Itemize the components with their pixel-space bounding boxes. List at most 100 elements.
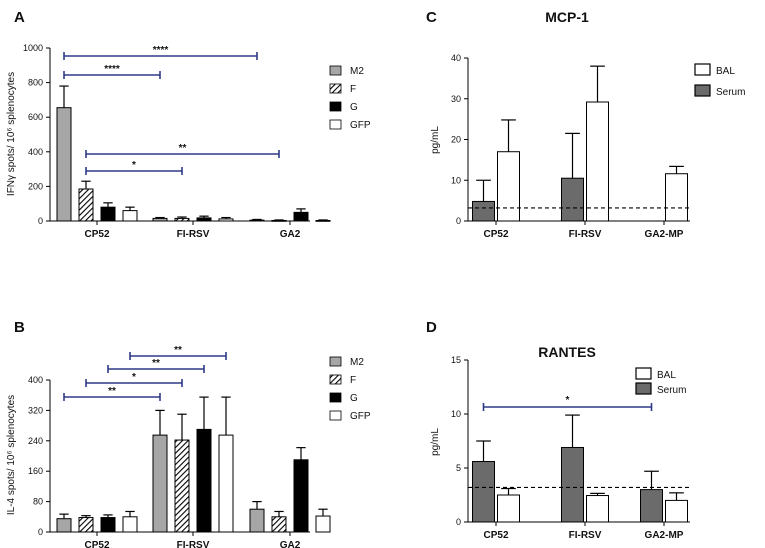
legend-label-M2: M2 (350, 357, 364, 368)
x-tick-label: GA2 (280, 229, 301, 240)
significance-label: ** (108, 386, 116, 397)
panel-A-label: A (14, 9, 25, 26)
y-tick-label: 800 (28, 78, 43, 88)
y-tick-label: 160 (28, 466, 43, 476)
legend-swatch-BAL (635, 367, 652, 380)
x-tick-label: CP52 (483, 229, 508, 240)
panel-A-ylabel: IFNγ spots/ 10⁶ splenocytes (6, 72, 17, 196)
legend-label-Serum: Serum (716, 87, 745, 98)
legend-swatch-GFP (329, 410, 342, 421)
legend-swatch-M2 (329, 65, 342, 76)
legend-swatch-M2 (329, 356, 342, 367)
bar-F (78, 517, 94, 533)
bar-M2 (152, 434, 168, 533)
significance-label: **** (104, 64, 120, 75)
y-tick-label: 5 (456, 463, 461, 473)
legend-label-Serum: Serum (657, 385, 686, 396)
significance-label: ** (152, 358, 160, 369)
y-tick-label: 15 (451, 355, 461, 365)
y-tick-label: 80 (33, 497, 43, 507)
x-tick-label: FI-RSV (569, 229, 602, 240)
x-tick-label: GA2 (280, 540, 301, 548)
panel-B: B IL-4 spots/ 10⁶ splenocytes 0 80 160 240 3… (6, 319, 371, 548)
bar-F (271, 219, 287, 222)
bar-G (100, 517, 116, 533)
x-tick-label: FI-RSV (569, 530, 602, 541)
panel-C-title: MCP-1 (545, 9, 589, 25)
x-tick-label: CP52 (483, 530, 508, 541)
significance-label: * (132, 160, 136, 171)
x-tick-label: GA2-MP (645, 229, 684, 240)
bar-M2 (249, 219, 265, 222)
legend-label-F: F (350, 84, 356, 95)
bar-BAL (586, 101, 609, 222)
panel-C-ylabel: pg/mL (430, 126, 441, 154)
bar-G (293, 211, 309, 222)
legend-swatch-G (329, 392, 342, 403)
legend-swatch-BAL (694, 63, 711, 76)
bar-Serum (561, 446, 584, 523)
bar-G (196, 217, 212, 222)
panel-D-legend: BAL Serum (635, 367, 686, 396)
legend-label-BAL: BAL (716, 66, 735, 77)
panel-D-title: RANTES (538, 344, 596, 360)
bar-GFP (122, 210, 138, 222)
legend-label-GFP: GFP (350, 411, 371, 422)
x-tick-label: FI-RSV (177, 540, 210, 548)
bar-BAL (497, 151, 520, 222)
bar-F (174, 217, 190, 222)
legend-label-G: G (350, 102, 358, 113)
legend-swatch-GFP (329, 119, 342, 130)
panel-A-legend: M2 F G GFP (329, 65, 371, 131)
significance-label: **** (153, 45, 169, 56)
bar-F (78, 188, 94, 222)
x-tick-label: CP52 (84, 540, 109, 548)
panel-C-plot: 0 10 20 30 40 CP52 FI-RSV GA2-MP (451, 53, 690, 240)
legend-swatch-G (329, 101, 342, 112)
legend-swatch-F (329, 374, 342, 385)
bar-G (100, 206, 116, 222)
y-tick-label: 0 (456, 517, 461, 527)
y-tick-label: 20 (451, 135, 461, 145)
legend-label-F: F (350, 375, 356, 386)
panel-D-ylabel: pg/mL (430, 428, 441, 456)
bar-BAL (665, 173, 688, 222)
y-tick-label: 40 (451, 53, 461, 63)
significance-label: * (566, 395, 570, 406)
significance-label: ** (174, 345, 182, 356)
y-tick-label: 30 (451, 94, 461, 104)
panel-D-label: D (426, 319, 437, 336)
bar-GFP (122, 516, 138, 533)
bar-Serum (561, 177, 584, 222)
bar-M2 (249, 508, 265, 533)
legend-label-G: G (350, 393, 358, 404)
bar-GFP (315, 515, 331, 533)
bar-M2 (56, 518, 72, 533)
bar-GFP (315, 219, 331, 222)
panel-D-plot: 0 5 10 15 CP52 FI-RSV GA2-MP * (451, 355, 690, 541)
panel-C-label: C (426, 9, 437, 26)
significance-label: * (132, 372, 136, 383)
legend-swatch-Serum (635, 382, 652, 395)
panel-B-legend: M2 F G GFP (329, 356, 371, 422)
y-tick-label: 10 (451, 409, 461, 419)
y-tick-label: 1000 (23, 43, 43, 53)
bar-BAL (665, 499, 688, 523)
bar-G (293, 459, 309, 533)
legend-swatch-Serum (694, 84, 711, 97)
panel-A: A IFNγ spots/ 10⁶ splenocytes 0 200 400 600… (6, 9, 371, 240)
y-tick-label: 400 (28, 147, 43, 157)
legend-label-BAL: BAL (657, 370, 676, 381)
panel-B-ylabel: IL-4 spots/ 10⁶ splenocytes (6, 395, 17, 515)
bar-M2 (152, 217, 168, 222)
legend-label-GFP: GFP (350, 120, 371, 131)
panel-D: D RANTES pg/mL 0 5 10 15 CP52 FI-RSV GA2-MP * B… (426, 319, 690, 541)
bar-Serum (472, 200, 495, 222)
bar-Serum (640, 489, 663, 523)
y-tick-label: 0 (38, 527, 43, 537)
bar-GFP (218, 434, 234, 533)
